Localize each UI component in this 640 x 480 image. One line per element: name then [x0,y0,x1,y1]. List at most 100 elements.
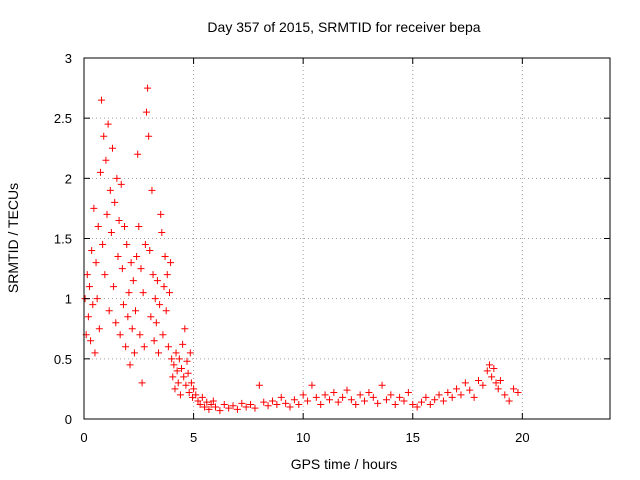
data-point [118,265,126,273]
data-point [147,313,155,321]
data-point [439,397,447,405]
data-point [426,401,434,409]
data-point [105,307,113,315]
data-point [100,132,108,140]
data-point [505,397,513,405]
data-point [159,331,167,339]
data-point [142,108,150,116]
data-point [229,402,237,410]
data-point [290,396,298,404]
data-point [330,389,338,397]
data-point [128,325,136,333]
data-point [304,397,312,405]
data-point [151,295,159,303]
data-point [99,241,107,249]
data-point [145,132,153,140]
data-point [444,389,452,397]
data-point [115,216,123,224]
data-point [209,397,217,405]
data-point [382,396,390,404]
data-point [485,361,493,369]
data-point [108,144,116,152]
data-point [192,391,200,399]
data-point [91,349,99,357]
y-tick-label: 3 [65,51,72,66]
data-point [144,84,152,92]
data-point [110,283,118,291]
x-tick-label: 0 [80,430,87,445]
data-point [181,325,189,333]
data-point [168,355,176,363]
y-tick-label: 1 [65,292,72,307]
data-point [251,404,259,412]
data-point [457,391,465,399]
data-point [312,393,320,401]
data-point [167,259,175,267]
data-point [347,396,355,404]
data-point [95,325,103,333]
data-point [225,404,233,412]
data-point [264,402,272,410]
data-point [277,393,285,401]
data-point [182,381,190,389]
data-point [369,393,377,401]
data-point [483,367,491,375]
data-point [90,204,98,212]
data-point [112,319,120,327]
data-point [148,186,156,194]
data-point [273,401,281,409]
x-tick-label: 15 [406,430,420,445]
data-point [116,331,124,339]
data-point [150,337,158,345]
data-point [152,319,160,327]
data-point [400,397,408,405]
data-point [391,401,399,409]
data-point [141,241,149,249]
data-point [98,96,106,104]
data-point [488,373,496,381]
data-point [88,247,96,255]
data-point [158,228,166,236]
data-point [96,168,104,176]
data-point [242,403,250,411]
data-point [87,337,95,345]
data-point [212,403,219,411]
data-point [496,376,504,384]
data-point [490,364,498,372]
data-point [137,265,145,273]
data-point [155,349,163,357]
data-point [184,369,192,377]
data-point [136,331,144,339]
data-point [299,391,307,399]
data-point [125,289,133,297]
data-point [85,283,93,291]
data-point [180,373,188,381]
data-point [203,398,211,406]
data-point [121,222,129,230]
data-point [107,228,115,236]
data-point [501,391,509,399]
data-point [387,391,395,399]
data-point [146,247,154,255]
data-point [510,385,518,393]
data-point [233,405,241,413]
data-point [173,367,181,375]
y-tick-label: 2 [65,171,72,186]
data-point [113,174,121,182]
data-point [122,343,130,351]
data-point [117,180,125,188]
data-point [190,385,198,393]
data-point [134,150,142,158]
data-point [494,385,502,393]
data-point [163,271,171,279]
data-point [102,156,110,164]
data-point [431,396,439,404]
data-point [453,385,461,393]
data-point [475,376,482,384]
data-point [374,399,382,407]
data-point [119,301,127,309]
y-axis-label: SRMTID / TECUs [5,183,21,293]
data-point [207,401,215,409]
